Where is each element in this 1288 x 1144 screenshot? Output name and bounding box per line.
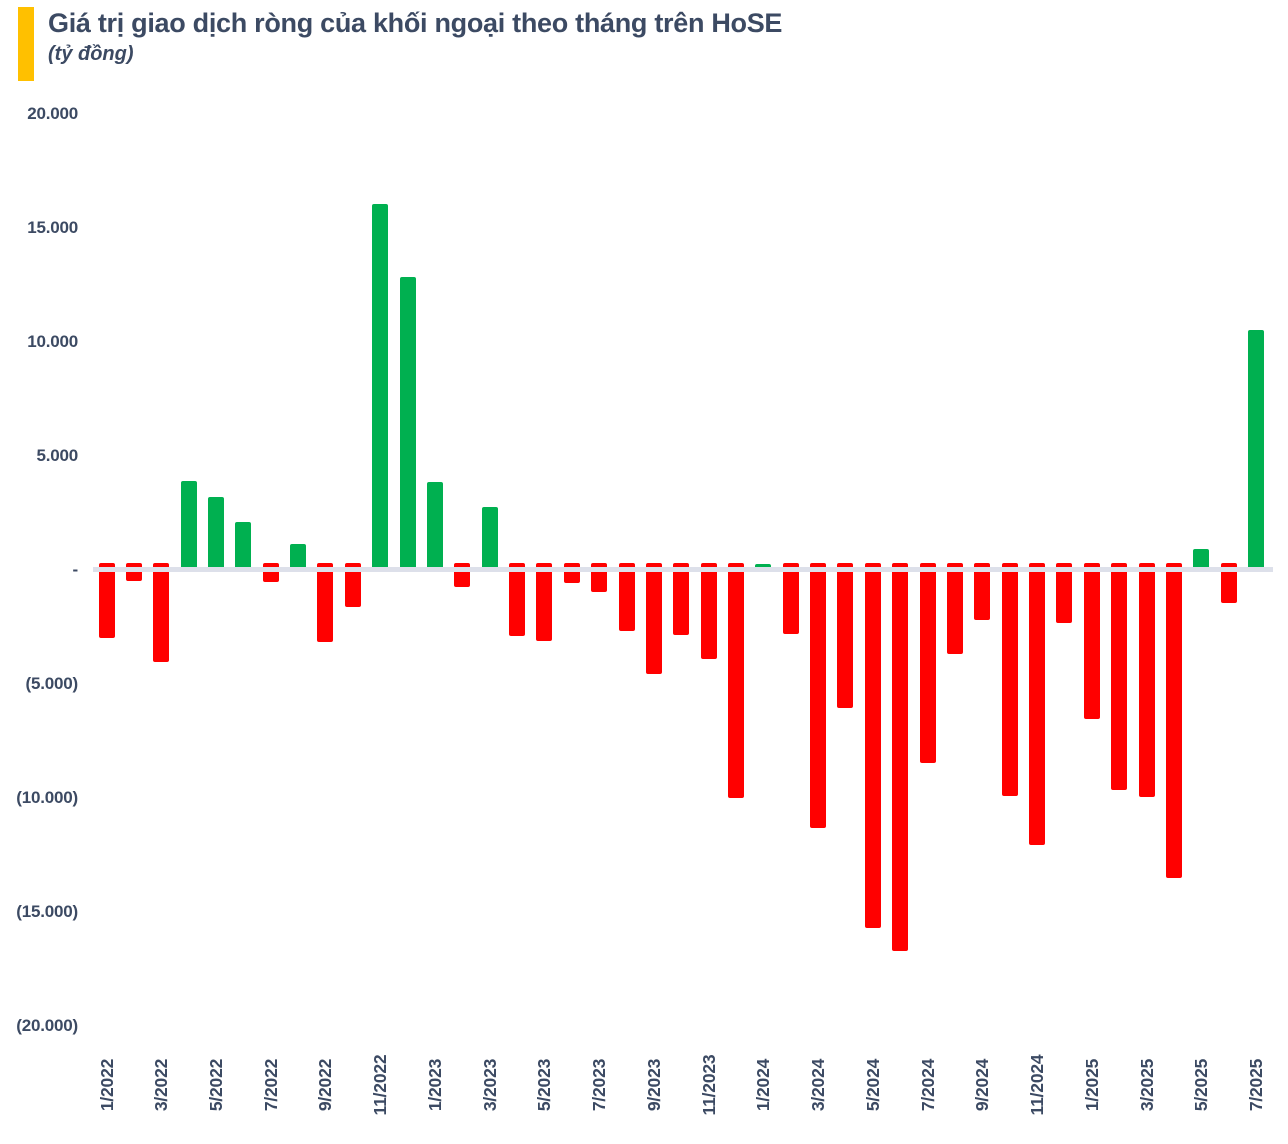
x-axis-label: 11/2022 (370, 1054, 391, 1116)
bar-9-2022 (317, 563, 334, 642)
bar-10-2022 (344, 563, 361, 607)
x-axis-label: 1/2022 (96, 1058, 117, 1112)
bar-7-2025 (1248, 329, 1265, 572)
bar-6-2023 (563, 563, 580, 583)
x-axis-label: 7/2022 (260, 1058, 281, 1112)
y-axis-label: 10.000 (27, 332, 78, 351)
bar-10-2024 (1001, 563, 1018, 796)
x-axis-label: 3/2023 (479, 1058, 500, 1112)
bar-4-2022 (180, 481, 197, 572)
bar-6-2025 (1220, 563, 1237, 603)
bar-1-2025 (1083, 563, 1100, 720)
bar-3-2023 (481, 506, 498, 572)
bar-2-2024 (782, 563, 799, 635)
y-axis-label: (5.000) (25, 674, 79, 693)
x-axis-label: 7/2024 (917, 1058, 938, 1112)
bar-5-2024 (864, 563, 881, 929)
zero-axis-line (93, 567, 1273, 572)
bar-12-2024 (1056, 563, 1073, 624)
bar-12-2023 (728, 563, 744, 799)
x-axis-label: 11/2024 (1027, 1054, 1048, 1116)
x-axis-label: 5/2024 (862, 1058, 883, 1112)
x-axis-label: 3/2024 (808, 1058, 829, 1112)
x-axis-label: 1/2024 (753, 1058, 774, 1112)
bar-9-2023 (645, 563, 662, 675)
x-axis-label: 9/2022 (315, 1058, 336, 1112)
x-axis-label: 5/2022 (205, 1058, 226, 1112)
title-accent-bar (18, 7, 34, 81)
bar-8-2024 (946, 563, 963, 655)
bar-2-2025 (1111, 563, 1128, 791)
bar-1-2023 (426, 482, 443, 572)
bar-3-2025 (1138, 563, 1155, 797)
y-axis-label: - (72, 560, 79, 579)
x-axis-label: 7/2023 (589, 1058, 610, 1112)
y-axis-label: (10.000) (16, 788, 78, 807)
chart-title: Giá trị giao dịch ròng của khối ngoại th… (48, 8, 783, 38)
y-axis-label: (15.000) (16, 902, 78, 921)
x-axis-label: 11/2023 (698, 1054, 719, 1116)
x-axis-label: 9/2024 (972, 1058, 993, 1112)
chart-header: Giá trị giao dịch ròng của khối ngoại th… (18, 7, 782, 81)
bar-11-2022 (372, 204, 389, 572)
bar-6-2022 (235, 522, 252, 572)
bar-4-2024 (837, 563, 854, 708)
x-axis-label: 9/2023 (643, 1058, 664, 1112)
bar-3-2022 (153, 563, 170, 663)
bar-7-2024 (919, 563, 936, 763)
bar-5-2025 (1193, 549, 1210, 572)
bar-11-2024 (1029, 563, 1046, 845)
bar-5-2022 (207, 497, 224, 572)
bar-5-2023 (536, 563, 553, 641)
y-axis-label: 5.000 (36, 446, 78, 465)
x-axis-label: 5/2023 (534, 1058, 555, 1112)
x-axis-label: 1/2023 (424, 1058, 445, 1112)
chart-subtitle: (tỷ đồng) (48, 43, 134, 66)
x-axis-label: 3/2022 (151, 1058, 172, 1112)
bar-3-2024 (810, 563, 827, 829)
bar-6-2024 (892, 563, 909, 951)
bar-4-2025 (1165, 563, 1182, 879)
y-axis-label: 15.000 (27, 218, 78, 237)
bar-9-2024 (974, 563, 991, 620)
bar-8-2023 (618, 563, 635, 632)
bar-1-2022 (98, 563, 115, 639)
bar-10-2023 (673, 563, 690, 635)
y-axis-label: (20.000) (16, 1016, 78, 1035)
x-axis-label: 7/2025 (1246, 1058, 1267, 1112)
bar-4-2023 (509, 563, 526, 637)
title-block: Giá trị giao dịch ròng của khối ngoại th… (48, 7, 782, 81)
x-axis-label: 5/2025 (1191, 1058, 1212, 1112)
y-axis-label: 20.000 (27, 104, 78, 123)
bar-12-2022 (399, 276, 416, 572)
bar-11-2023 (700, 563, 717, 659)
bar-8-2022 (290, 544, 307, 572)
x-axis-label: 1/2025 (1081, 1058, 1102, 1112)
bar-7-2022 (262, 563, 279, 582)
x-axis-label: 3/2025 (1136, 1058, 1157, 1112)
